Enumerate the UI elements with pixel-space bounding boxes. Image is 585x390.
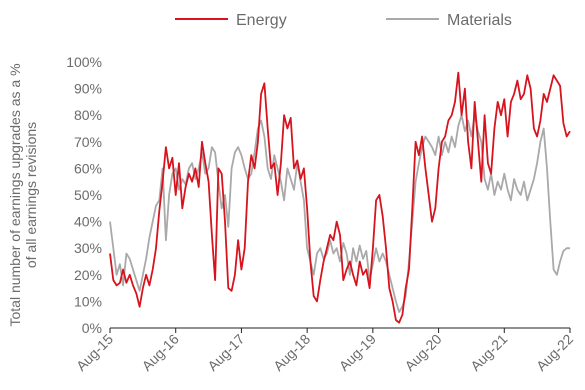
y-tick-label: 60% bbox=[74, 160, 102, 176]
series-layer bbox=[109, 71, 571, 324]
legend-item-energy: Energy bbox=[175, 12, 287, 29]
legend-label-materials: Materials bbox=[447, 12, 512, 29]
x-tick-label: Aug-15 bbox=[73, 331, 116, 374]
y-axis-title: Total number of earnings upgrades as a %… bbox=[7, 63, 39, 326]
x-tick-label: Aug-19 bbox=[336, 331, 379, 374]
series-line-energy bbox=[109, 71, 571, 324]
x-tick-label: Aug-16 bbox=[139, 331, 182, 374]
x-tick-label: Aug-17 bbox=[204, 331, 247, 374]
y-tick-label: 30% bbox=[74, 240, 102, 256]
y-tick-label: 80% bbox=[74, 107, 102, 123]
x-tick-label: Aug-20 bbox=[401, 331, 444, 374]
legend-item-materials: Materials bbox=[386, 12, 512, 29]
series-line-materials bbox=[109, 114, 570, 313]
y-axis-title-line-1: Total number of earnings upgrades as a % bbox=[7, 63, 23, 326]
x-axis-ticks: Aug-15 Aug-16 Aug-17 Aug-18 Aug-19 Aug-20 Aug-… bbox=[73, 328, 576, 374]
y-tick-label: 100% bbox=[66, 54, 102, 70]
legend-label-energy: Energy bbox=[236, 12, 287, 29]
y-tick-label: 70% bbox=[74, 134, 102, 150]
legend: Energy Materials bbox=[175, 12, 512, 29]
x-tick-label: Aug-18 bbox=[270, 331, 313, 374]
y-axis-title-line-2: of all earnings revisions bbox=[23, 122, 39, 268]
x-tick-label: Aug-21 bbox=[467, 331, 510, 374]
y-tick-label: 90% bbox=[74, 81, 102, 97]
y-tick-label: 40% bbox=[74, 214, 102, 230]
y-axis-ticks: 0% 10% 20% 30% 40% 50% 60% 70% 80% 90% 100% bbox=[66, 54, 102, 336]
y-tick-label: 50% bbox=[74, 187, 102, 203]
y-tick-label: 10% bbox=[74, 293, 102, 309]
y-tick-label: 0% bbox=[82, 320, 102, 336]
y-tick-label: 20% bbox=[74, 267, 102, 283]
x-tick-label: Aug-22 bbox=[533, 331, 576, 374]
